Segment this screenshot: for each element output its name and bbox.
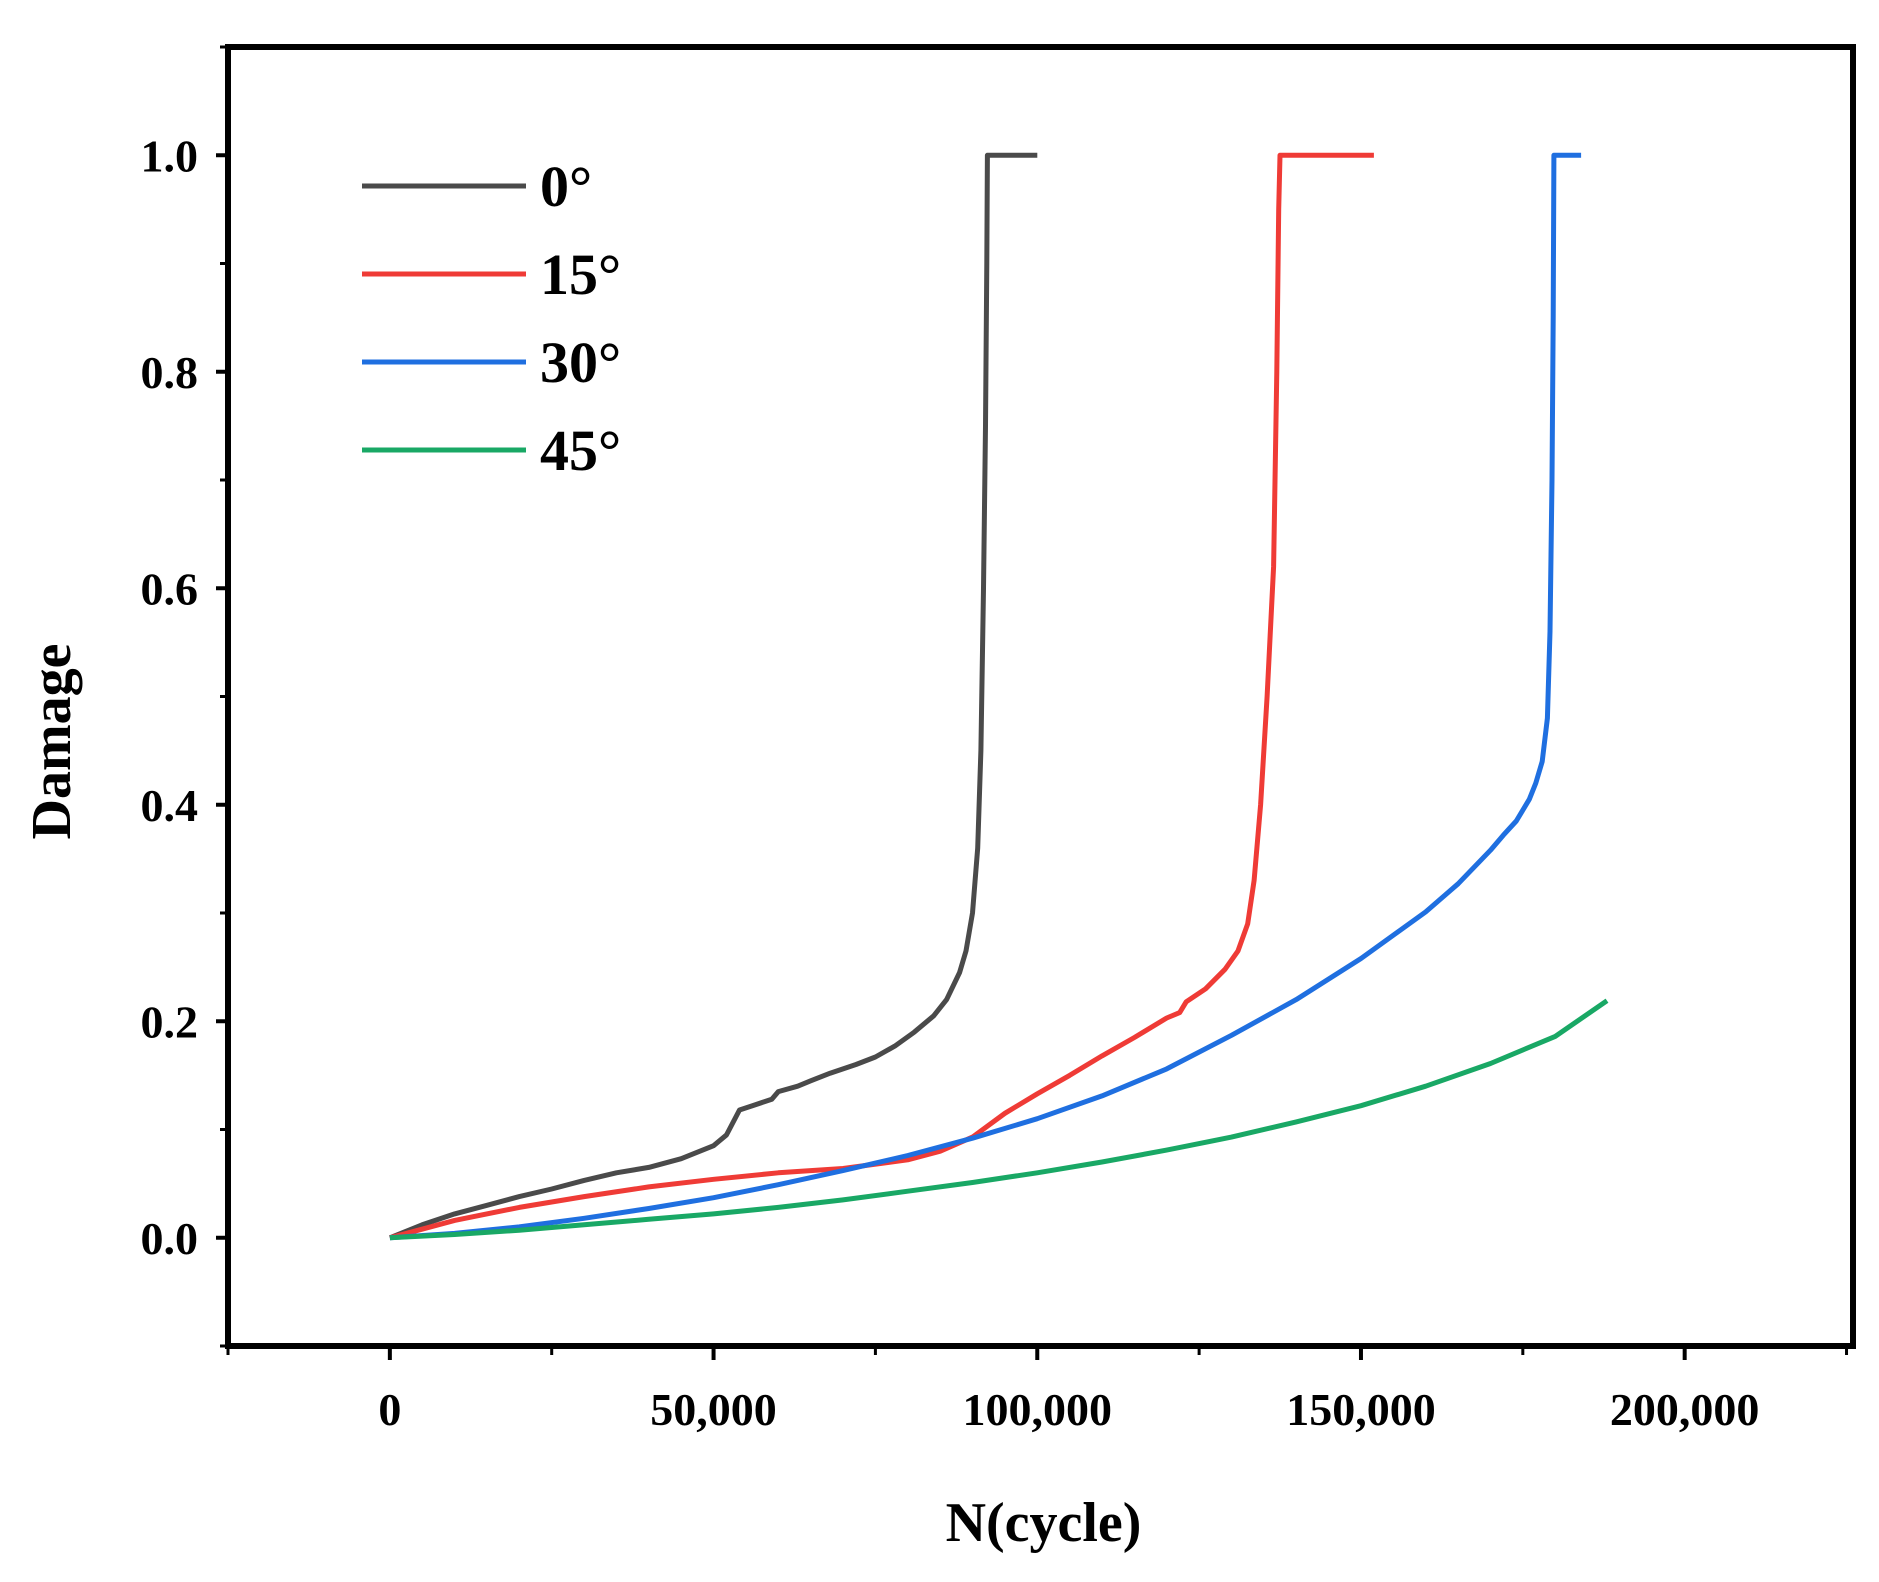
series-line-1 — [389, 152, 1374, 1241]
legend: 0° 15° 30° 45° — [362, 154, 621, 483]
legend-label: 30° — [540, 330, 621, 395]
y-tick-label: 0.0 — [141, 1213, 199, 1264]
x-tick-label: 50,000 — [650, 1384, 777, 1435]
y-tick-label: 0.6 — [141, 563, 199, 614]
x-tick-label: 150,000 — [1286, 1384, 1436, 1435]
legend-label: 45° — [540, 418, 621, 483]
legend-label: 15° — [540, 242, 621, 307]
y-tick-label: 1.0 — [141, 130, 199, 181]
plot-frame — [225, 44, 1856, 1349]
x-tick-label: 200,000 — [1610, 1384, 1760, 1435]
x-tick-label: 0 — [378, 1384, 401, 1435]
series-line-2 — [389, 152, 1582, 1241]
series-line-0 — [388, 152, 1038, 1241]
y-axis-title: Damage — [21, 644, 83, 840]
y-tick-label: 0.2 — [141, 996, 199, 1047]
y-tick-label: 0.8 — [141, 347, 199, 398]
y-tick-label: 0.4 — [141, 780, 199, 831]
x-tick-label: 100,000 — [963, 1384, 1113, 1435]
legend-label: 0° — [540, 154, 592, 219]
x-axis-title: N(cycle) — [946, 1492, 1142, 1554]
series-line-3 — [389, 998, 1609, 1241]
